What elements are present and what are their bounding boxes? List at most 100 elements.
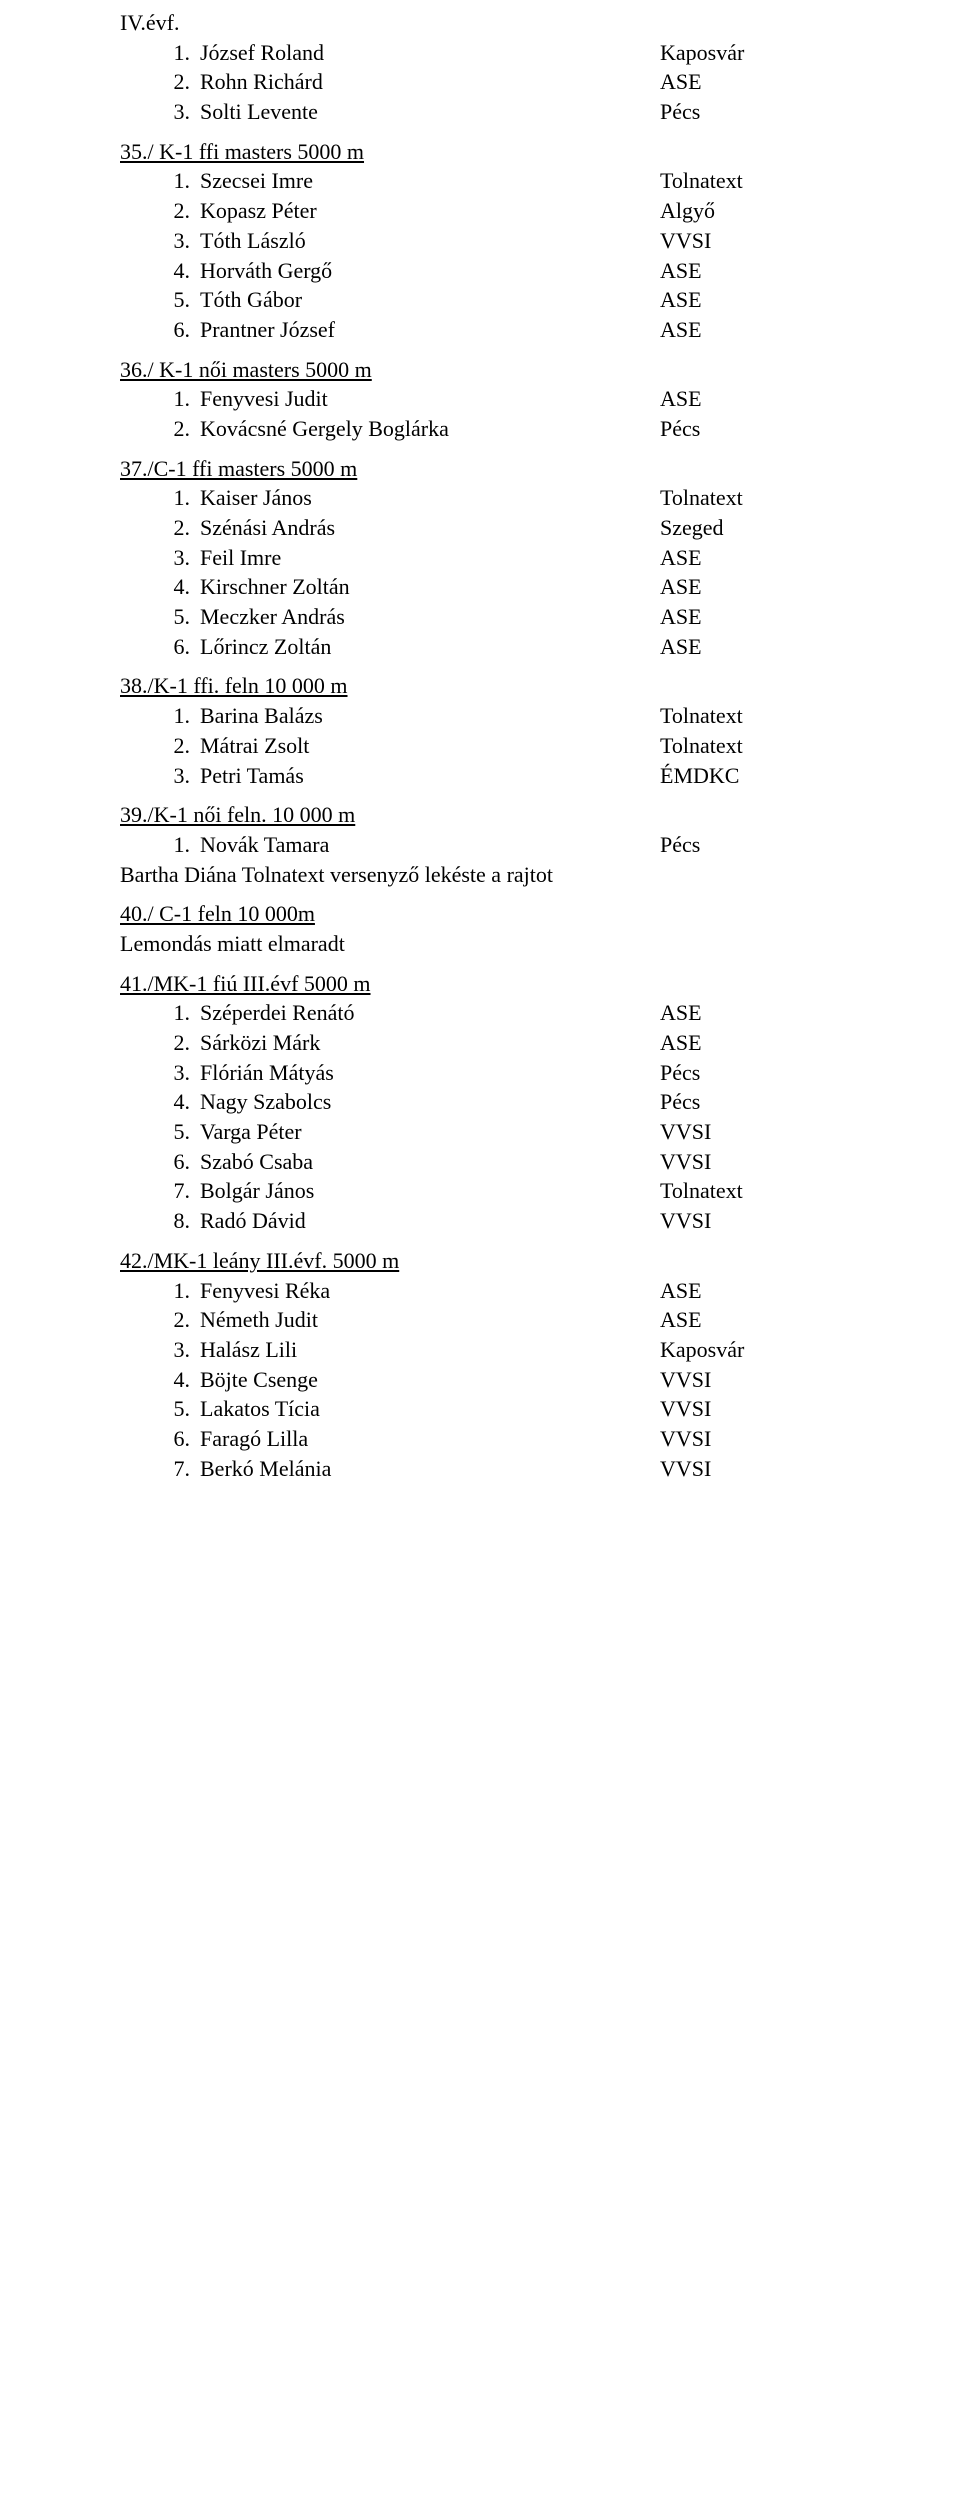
section-36-title: 36./ K-1 női masters 5000 m [120, 355, 840, 385]
section-42: 1.Fenyvesi RékaASE 2.Németh JuditASE 3.H… [120, 1276, 840, 1484]
club: Pécs [660, 1058, 840, 1088]
rank: 2. [160, 1305, 200, 1335]
result-row: 3.Tóth LászlóVVSI [120, 226, 840, 256]
result-row: 2.Szénási AndrásSzeged [120, 513, 840, 543]
result-row: 2.Németh JuditASE [120, 1305, 840, 1335]
rank: 2. [160, 67, 200, 97]
rank: 3. [160, 543, 200, 573]
result-row: 4.Kirschner ZoltánASE [120, 572, 840, 602]
rank: 2. [160, 1028, 200, 1058]
result-row: 2.Kovácsné Gergely BoglárkaPécs [120, 414, 840, 444]
result-row: 5.Lakatos TíciaVVSI [120, 1394, 840, 1424]
result-row: 6.Prantner JózsefASE [120, 315, 840, 345]
result-row: 4.Böjte CsengeVVSI [120, 1365, 840, 1395]
result-row: 5.Tóth GáborASE [120, 285, 840, 315]
club: VVSI [660, 1394, 840, 1424]
result-row: 4.Horváth GergőASE [120, 256, 840, 286]
rank: 3. [160, 97, 200, 127]
competitor-name: Horváth Gergő [200, 256, 660, 286]
result-row: 1.Szecsei ImreTolnatext [120, 166, 840, 196]
club: ASE [660, 572, 840, 602]
club: ASE [660, 1305, 840, 1335]
level-heading: IV.évf. [120, 8, 840, 38]
club: Tolnatext [660, 483, 840, 513]
competitor-name: Feil Imre [200, 543, 660, 573]
club: ÉMDKC [660, 761, 840, 791]
section-39: 1.Novák TamaraPécs [120, 830, 840, 860]
club: ASE [660, 1276, 840, 1306]
club: Kaposvár [660, 1335, 840, 1365]
rank: 1. [160, 998, 200, 1028]
rank: 1. [160, 384, 200, 414]
result-row: 2.Kopasz PéterAlgyő [120, 196, 840, 226]
rank: 1. [160, 38, 200, 68]
section-40-note: Lemondás miatt elmaradt [120, 929, 840, 959]
competitor-name: Solti Levente [200, 97, 660, 127]
rank: 2. [160, 513, 200, 543]
club: ASE [660, 998, 840, 1028]
rank: 3. [160, 226, 200, 256]
rank: 2. [160, 196, 200, 226]
club: Algyő [660, 196, 840, 226]
result-row: 1.Fenyvesi RékaASE [120, 1276, 840, 1306]
section-39-title: 39./K-1 női feln. 10 000 m [120, 800, 840, 830]
competitor-name: Mátrai Zsolt [200, 731, 660, 761]
club: Pécs [660, 97, 840, 127]
result-row: 6.Lőrincz ZoltánASE [120, 632, 840, 662]
competitor-name: Sárközi Márk [200, 1028, 660, 1058]
competitor-name: Szabó Csaba [200, 1147, 660, 1177]
competitor-name: Szecsei Imre [200, 166, 660, 196]
club: Tolnatext [660, 1176, 840, 1206]
club: Tolnatext [660, 701, 840, 731]
section-38-title: 38./K-1 ffi. feln 10 000 m [120, 671, 840, 701]
club: VVSI [660, 226, 840, 256]
result-row: 1.Novák TamaraPécs [120, 830, 840, 860]
section-40-title: 40./ C-1 feln 10 000m [120, 899, 840, 929]
club: ASE [660, 384, 840, 414]
result-row: 2.Mátrai ZsoltTolnatext [120, 731, 840, 761]
club: ASE [660, 256, 840, 286]
result-row: 6.Faragó LillaVVSI [120, 1424, 840, 1454]
club: VVSI [660, 1365, 840, 1395]
competitor-name: Fenyvesi Judit [200, 384, 660, 414]
result-row: 3.Halász LiliKaposvár [120, 1335, 840, 1365]
competitor-name: Barina Balázs [200, 701, 660, 731]
competitor-name: Radó Dávid [200, 1206, 660, 1236]
rank: 5. [160, 285, 200, 315]
competitor-name: Prantner József [200, 315, 660, 345]
result-row: 3.Petri TamásÉMDKC [120, 761, 840, 791]
page: IV.évf. 1. József Roland Kaposvár 2. Roh… [0, 0, 960, 1523]
club: Pécs [660, 1087, 840, 1117]
club: ASE [660, 1028, 840, 1058]
section-34: 1. József Roland Kaposvár 2. Rohn Richár… [120, 38, 840, 127]
result-row: 4.Nagy SzabolcsPécs [120, 1087, 840, 1117]
competitor-name: Bolgár János [200, 1176, 660, 1206]
club: ASE [660, 285, 840, 315]
section-35-title: 35./ K-1 ffi masters 5000 m [120, 137, 840, 167]
rank: 4. [160, 1365, 200, 1395]
rank: 3. [160, 761, 200, 791]
club: ASE [660, 67, 840, 97]
club: Tolnatext [660, 731, 840, 761]
result-row: 7.Bolgár JánosTolnatext [120, 1176, 840, 1206]
club: Pécs [660, 414, 840, 444]
rank: 1. [160, 701, 200, 731]
competitor-name: Novák Tamara [200, 830, 660, 860]
rank: 3. [160, 1058, 200, 1088]
result-row: 1.Fenyvesi JuditASE [120, 384, 840, 414]
result-row: 8.Radó DávidVVSI [120, 1206, 840, 1236]
competitor-name: Kopasz Péter [200, 196, 660, 226]
section-41: 1.Széperdei RenátóASE 2.Sárközi MárkASE … [120, 998, 840, 1236]
club: VVSI [660, 1424, 840, 1454]
competitor-name: Lakatos Tícia [200, 1394, 660, 1424]
result-row: 2.Sárközi MárkASE [120, 1028, 840, 1058]
section-36: 1.Fenyvesi JuditASE 2.Kovácsné Gergely B… [120, 384, 840, 443]
result-row: 1.Barina BalázsTolnatext [120, 701, 840, 731]
section-35: 1.Szecsei ImreTolnatext 2.Kopasz PéterAl… [120, 166, 840, 344]
rank: 8. [160, 1206, 200, 1236]
section-37: 1.Kaiser JánosTolnatext 2.Szénási András… [120, 483, 840, 661]
section-41-title: 41./MK-1 fiú III.évf 5000 m [120, 969, 840, 999]
result-row: 2. Rohn Richárd ASE [120, 67, 840, 97]
result-row: 3.Feil ImreASE [120, 543, 840, 573]
rank: 4. [160, 572, 200, 602]
